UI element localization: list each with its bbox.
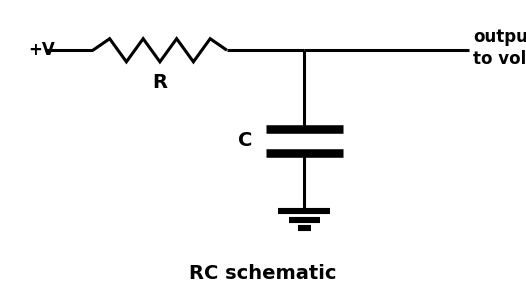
Text: +V: +V bbox=[28, 41, 55, 59]
Text: RC schematic: RC schematic bbox=[189, 264, 337, 283]
Text: R: R bbox=[153, 73, 167, 92]
Text: output
to voltmeter: output to voltmeter bbox=[473, 27, 526, 68]
Text: C: C bbox=[238, 132, 252, 150]
